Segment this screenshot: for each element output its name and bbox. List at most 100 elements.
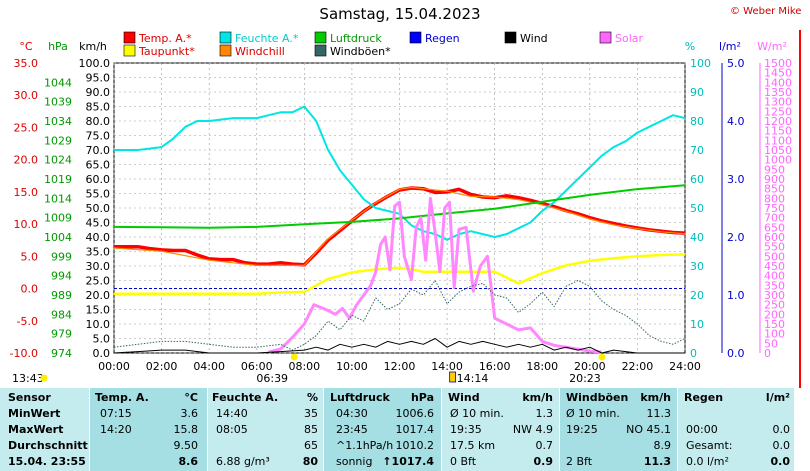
- solar-tick-label: 750: [764, 202, 785, 215]
- wind-tick-label: 25.0: [86, 275, 111, 288]
- series-line: [114, 253, 686, 295]
- header-rain-unit: l/m²: [765, 391, 790, 404]
- solar-tick-label: 1050: [764, 144, 792, 157]
- x-tick-label: 12:00: [384, 360, 416, 373]
- solar-tick-label: 800: [764, 192, 785, 205]
- wind-tick-label: 70.0: [86, 144, 111, 157]
- rain-time: Gesamt:: [686, 439, 733, 452]
- temp-tick-label: 10.0: [14, 218, 39, 231]
- table-column-bg: [90, 388, 207, 471]
- header-humidity-unit: %: [306, 391, 318, 404]
- wind-value: NW 4.9: [512, 423, 553, 436]
- legend-swatch: [123, 44, 136, 57]
- temp-tick-label: 35.0: [14, 57, 39, 70]
- solar-tick-label: 1150: [764, 125, 792, 138]
- header-temp: Temp. A.: [95, 391, 149, 404]
- header-temp-unit: °C: [184, 391, 198, 404]
- gust-value: NO 45.1: [626, 423, 671, 436]
- temp-tick-label: 20.0: [14, 154, 39, 167]
- wind-tick-label: 65.0: [86, 159, 111, 172]
- legend-swatch: [314, 31, 327, 44]
- wind-tick-label: 60.0: [86, 173, 111, 186]
- solar-tick-label: 550: [764, 241, 785, 254]
- pressure-tick-label: 1034: [44, 115, 72, 128]
- legend-label: Temp. A.*: [138, 32, 192, 45]
- rain-tick-label: 3.0: [727, 173, 745, 186]
- pressure-value: 1010.2: [395, 439, 435, 452]
- solar-tick-label: 150: [764, 318, 785, 331]
- pressure-tick-label: 1014: [44, 192, 72, 205]
- legend-swatch: [123, 31, 136, 44]
- x-tick-label: 04:00: [193, 360, 225, 373]
- header-wind: Wind: [448, 391, 480, 404]
- pressure-tick-label: 1039: [44, 96, 72, 109]
- table-column-bg: [324, 388, 441, 471]
- header-wind-unit: km/h: [522, 391, 553, 404]
- temp-tick-label: 0.0: [21, 283, 39, 296]
- header-gust: Windböen: [566, 391, 629, 404]
- temp-tick-label: -10.0: [10, 347, 38, 360]
- sun-marker: [40, 374, 48, 382]
- solar-tick-label: 500: [764, 250, 785, 263]
- legend-swatch: [219, 31, 232, 44]
- legend-label: Luftdruck: [330, 32, 382, 45]
- gust-time: 2 Bft: [566, 455, 593, 468]
- humidity-tick-label: 50: [690, 202, 704, 215]
- pressure-tick-label: 1044: [44, 76, 72, 89]
- humidity-time: 14:40: [216, 407, 248, 420]
- series-line: [113, 186, 686, 266]
- solar-tick-label: 1400: [764, 76, 792, 89]
- wind-tick-label: 40.0: [86, 231, 111, 244]
- solar-tick-label: 650: [764, 221, 785, 234]
- legend-swatch: [219, 44, 232, 57]
- temp-tick-label: 15.0: [14, 186, 39, 199]
- legend-swatch: [599, 31, 612, 44]
- table-column-bg: [0, 388, 89, 471]
- rain-time: 0.0 l/m²: [686, 455, 729, 468]
- noon-label: 14:14: [457, 372, 489, 385]
- rain-axis-unit: l/m²: [719, 40, 741, 53]
- humidity-time: 08:05: [216, 423, 248, 436]
- legend-label: Windböen*: [330, 45, 391, 58]
- humidity-tick-label: 30: [690, 260, 704, 273]
- legend-swatch: [409, 31, 422, 44]
- pressure-tick-label: 999: [51, 250, 72, 263]
- wind-tick-label: 35.0: [86, 246, 111, 259]
- legend-label: Feuchte A.*: [235, 32, 299, 45]
- pressure-tick-label: 1024: [44, 154, 72, 167]
- wind-tick-label: 90.0: [86, 86, 111, 99]
- solar-axis-unit: W/m²: [757, 40, 787, 53]
- header-sensor: Sensor: [8, 391, 51, 404]
- humidity-tick-label: 100: [690, 57, 711, 70]
- x-tick-label: 00:00: [98, 360, 130, 373]
- table-column-bg: [560, 388, 677, 471]
- solar-tick-label: 450: [764, 260, 785, 273]
- gust-value: 11.3: [643, 455, 671, 468]
- table-column-bg: [442, 388, 559, 471]
- temp-value: 15.8: [173, 423, 199, 436]
- wind-tick-label: 75.0: [86, 130, 111, 143]
- rain-value: 0.0: [772, 439, 791, 452]
- gust-time: Ø 10 min.: [566, 407, 620, 420]
- solar-tick-label: 1250: [764, 105, 792, 118]
- pressure-tick-label: 1019: [44, 173, 72, 186]
- wind-tick-label: 55.0: [86, 188, 111, 201]
- humidity-value: 35: [304, 407, 318, 420]
- solar-tick-label: 1300: [764, 96, 792, 109]
- solar-tick-label: 250: [764, 299, 785, 312]
- series-line: [113, 280, 686, 351]
- wind-tick-label: 50.0: [86, 202, 111, 215]
- solar-tick-label: 350: [764, 279, 785, 292]
- solar-tick-label: 300: [764, 289, 785, 302]
- pressure-time: 04:30: [336, 407, 368, 420]
- x-tick-label: 18:00: [526, 360, 558, 373]
- header-pressure-unit: hPa: [410, 391, 434, 404]
- wind-value: 0.9: [533, 455, 554, 468]
- solar-tick-label: 100: [764, 328, 785, 341]
- solar-tick-label: 50: [764, 337, 778, 350]
- humidity-tick-label: 60: [690, 173, 704, 186]
- temp-tick-label: 5.0: [21, 250, 39, 263]
- pressure-value: 1017.4: [395, 423, 435, 436]
- humidity-axis-unit: %: [685, 40, 695, 53]
